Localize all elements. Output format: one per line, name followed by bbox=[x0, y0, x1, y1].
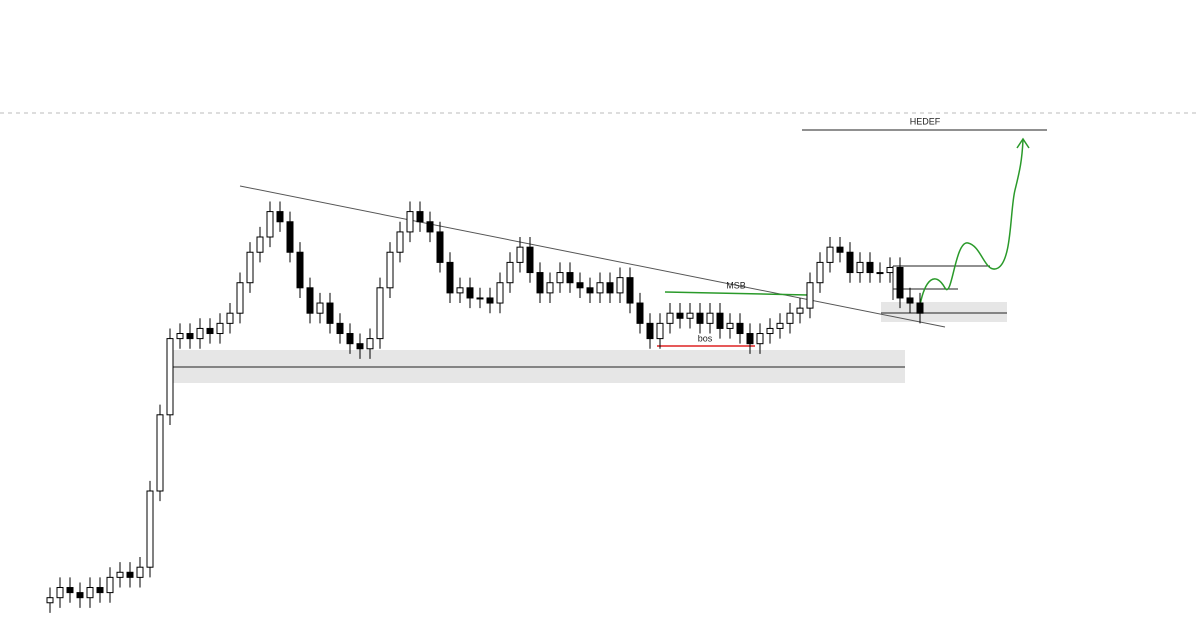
candle-body bbox=[46, 597, 54, 604]
candle-body bbox=[606, 282, 614, 294]
candle-body bbox=[896, 266, 904, 299]
candle-body bbox=[106, 576, 114, 594]
projection-arrow bbox=[1016, 137, 1030, 149]
candle-body bbox=[376, 287, 384, 340]
candle-body bbox=[216, 322, 224, 335]
target-label: HEDEF bbox=[910, 116, 941, 126]
candle-body bbox=[246, 251, 254, 284]
candle-body bbox=[446, 261, 454, 294]
candle-body bbox=[326, 302, 334, 324]
candle-body bbox=[116, 571, 124, 578]
msb-line bbox=[664, 291, 809, 296]
zone bbox=[881, 302, 1007, 322]
candle-body bbox=[546, 282, 554, 294]
candle-body bbox=[406, 211, 414, 233]
candle-body bbox=[706, 312, 714, 324]
candle-body bbox=[726, 322, 734, 329]
candle-body bbox=[676, 312, 684, 319]
candle-body bbox=[616, 277, 624, 294]
candle-body bbox=[366, 338, 374, 350]
candle-body bbox=[886, 266, 894, 274]
candle-body bbox=[586, 287, 594, 294]
candle-body bbox=[766, 327, 774, 335]
candle-body bbox=[456, 287, 464, 294]
candle-body bbox=[206, 327, 214, 335]
candle-body bbox=[466, 287, 474, 299]
candle-body bbox=[346, 333, 354, 345]
candle-body bbox=[356, 343, 364, 350]
projection-path bbox=[919, 139, 1024, 306]
candle-body bbox=[436, 231, 444, 263]
candle-body bbox=[816, 261, 824, 284]
candle-body bbox=[576, 282, 584, 289]
candle-body bbox=[236, 282, 244, 314]
candle-body bbox=[476, 297, 484, 300]
candle-body bbox=[716, 312, 724, 329]
candle-body bbox=[426, 221, 434, 233]
candle-body bbox=[836, 246, 844, 253]
candle-body bbox=[516, 246, 524, 263]
candle-body bbox=[486, 297, 494, 304]
candle-body bbox=[316, 302, 324, 314]
bos-label: bos bbox=[698, 333, 713, 343]
candle-body bbox=[226, 312, 234, 324]
candle-body bbox=[736, 322, 744, 335]
candle-body bbox=[86, 587, 94, 599]
candle-body bbox=[876, 272, 884, 275]
candle-body bbox=[166, 338, 174, 416]
candle-body bbox=[186, 333, 194, 340]
candle-body bbox=[396, 231, 404, 253]
candle-body bbox=[146, 490, 154, 568]
candle-body bbox=[386, 251, 394, 289]
candle-body bbox=[136, 566, 144, 578]
candle-body bbox=[276, 211, 284, 223]
candle-body bbox=[786, 312, 794, 324]
candle-body bbox=[156, 414, 164, 492]
candle-body bbox=[56, 587, 64, 599]
candle-body bbox=[646, 322, 654, 340]
candle-body bbox=[196, 327, 204, 340]
candle-body bbox=[696, 312, 704, 324]
candle-body bbox=[856, 261, 864, 274]
candle-body bbox=[256, 236, 264, 253]
candle-body bbox=[626, 277, 634, 304]
candle-body bbox=[556, 272, 564, 284]
msb-label: MSB bbox=[726, 280, 746, 290]
candle-body bbox=[916, 302, 924, 314]
candle-body bbox=[566, 272, 574, 284]
candle-body bbox=[806, 282, 814, 309]
candle-body bbox=[906, 297, 914, 304]
candle-body bbox=[336, 322, 344, 335]
candle-body bbox=[286, 221, 294, 253]
candle-body bbox=[266, 211, 274, 238]
candle-body bbox=[746, 333, 754, 345]
candle-body bbox=[96, 587, 104, 594]
candle-body bbox=[306, 287, 314, 314]
candle-body bbox=[526, 246, 534, 274]
candle-body bbox=[826, 246, 834, 263]
candle-body bbox=[496, 282, 504, 304]
candle-body bbox=[416, 211, 424, 223]
candle-body bbox=[796, 307, 804, 314]
candle-body bbox=[636, 302, 644, 324]
candle-body bbox=[596, 282, 604, 294]
candle-body bbox=[66, 587, 74, 594]
candle-body bbox=[126, 571, 134, 578]
candle-body bbox=[536, 272, 544, 294]
candle-body bbox=[756, 333, 764, 345]
candle-body bbox=[776, 322, 784, 329]
candle-body bbox=[296, 251, 304, 289]
candle-body bbox=[686, 312, 694, 319]
trend-line bbox=[239, 185, 946, 328]
candle-body bbox=[846, 251, 854, 274]
candle-body bbox=[666, 312, 674, 324]
candle-body bbox=[76, 592, 84, 599]
candle-body bbox=[176, 333, 184, 340]
candle-body bbox=[506, 261, 514, 284]
candle-body bbox=[866, 261, 874, 274]
candle-body bbox=[656, 322, 664, 340]
